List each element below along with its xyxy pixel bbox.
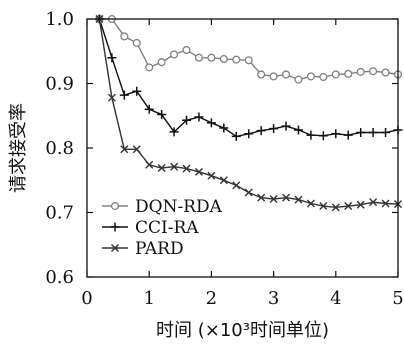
y-tick-label: 0.8 [45,138,74,159]
legend-item-dqn-rda: DQN-RDA [102,197,223,217]
data-point-pard [244,188,253,197]
data-point-dqn-rda [369,67,378,76]
series-line-cci-ra [98,18,399,138]
data-point-cci-ra [244,129,254,139]
series-line-dqn-rda [99,18,399,81]
data-point-cci-ra [157,109,167,119]
data-point-cci-ra [194,112,204,122]
data-point-pard [331,203,340,212]
y-tick-label: 1.0 [45,9,74,30]
y-tick-label: 0.7 [45,203,74,224]
data-point-cci-ra [256,126,266,136]
data-point-dqn-rda [207,53,216,62]
data-point-dqn-rda [319,73,328,82]
data-point-dqn-rda [194,53,204,62]
data-point-pard [145,160,154,169]
data-point-pard [319,202,328,211]
data-point-dqn-rda [331,70,340,79]
data-point-dqn-rda [170,50,179,59]
data-point-pard [356,200,365,209]
y-tick-label: 0.9 [45,74,74,95]
plot-layer [94,14,403,212]
data-point-pard [170,162,179,171]
data-point-cci-ra [144,104,154,114]
data-point-dqn-rda [269,72,278,81]
data-point-dqn-rda [306,72,315,81]
legend-marker [111,244,119,252]
data-point-pard [132,145,141,154]
data-point-cci-ra [306,130,316,140]
data-point-pard [107,93,116,102]
data-point-pard [344,202,353,211]
data-point-cci-ra [331,129,341,139]
y-tick-label: 0.6 [45,267,74,288]
data-point-cci-ra [119,90,129,100]
data-point-dqn-rda [145,63,154,72]
legend-label: CCI-RA [135,218,199,238]
data-point-dqn-rda [232,55,241,64]
data-point-cci-ra [169,127,179,137]
y-axis-title: 请求接受率 [8,103,29,193]
legend-marker [110,222,120,232]
data-point-dqn-rda [257,70,266,79]
plot-frame [86,18,399,278]
x-tick-label: 3 [268,288,279,309]
data-point-dqn-rda [219,54,228,64]
x-tick-label: 0 [81,288,92,309]
data-point-cci-ra [318,131,328,141]
legend-item-cci-ra: CCI-RA [102,218,199,238]
x-tick-label: 2 [206,288,217,309]
data-point-dqn-rda [281,70,291,79]
data-point-dqn-rda [294,75,303,84]
data-point-cci-ra [182,115,192,125]
data-point-cci-ra [368,128,378,138]
data-point-pard [257,193,266,202]
x-tick-label: 1 [143,288,154,309]
x-tick-label: 4 [330,288,341,309]
data-point-dqn-rda [381,68,390,77]
x-axis-title: 时间 (×10³时间单位) [156,320,329,341]
legend-item-pard: PARD [102,239,184,259]
data-point-pard [282,193,291,202]
data-point-cci-ra [381,128,391,138]
data-point-cci-ra [356,128,366,138]
data-point-cci-ra [293,125,303,135]
data-point-pard [157,164,166,172]
data-point-pard [269,194,278,203]
data-point-dqn-rda [132,38,141,47]
data-point-cci-ra [206,118,216,128]
legend-label: PARD [135,239,184,259]
data-point-pard [232,181,241,190]
x-tick-label: 5 [392,288,403,309]
data-point-dqn-rda [344,69,353,78]
data-point-pard [120,145,129,154]
data-point-cci-ra [269,124,279,134]
data-point-dqn-rda [182,45,191,55]
data-point-dqn-rda [244,56,253,65]
legend-label: DQN-RDA [135,197,223,217]
data-point-dqn-rda [120,32,129,41]
data-point-cci-ra [132,86,142,96]
data-point-dqn-rda [356,67,365,76]
data-point-cci-ra [231,131,241,141]
data-point-pard [369,198,378,207]
data-point-dqn-rda [157,58,166,67]
data-point-pard [306,199,315,208]
data-point-cci-ra [281,121,291,131]
data-point-cci-ra [343,130,353,140]
data-point-pard [219,176,228,185]
legend-marker [110,201,120,211]
data-point-cci-ra [219,123,229,133]
data-point-pard [381,199,390,208]
data-point-pard [207,171,216,180]
data-point-pard [194,167,203,176]
tick-layer: 0.6 0.7 0.8 0.9 1.0 0 1 2 3 4 5 [45,9,403,309]
data-point-pard [182,164,191,173]
data-point-pard [294,195,303,204]
series-line-pard [98,18,399,209]
data-point-cci-ra [107,53,117,63]
